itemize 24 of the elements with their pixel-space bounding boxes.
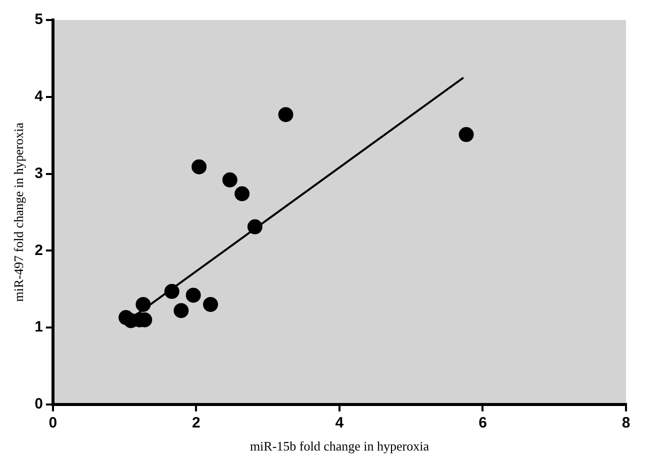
point bbox=[174, 303, 189, 318]
point bbox=[164, 284, 180, 299]
point bbox=[203, 296, 218, 312]
y-axis-title: miR-497 fold change in hyperoxia bbox=[11, 122, 26, 302]
y-tick-label: 1 bbox=[34, 318, 43, 336]
x-tick-label: 2 bbox=[192, 414, 200, 432]
point bbox=[247, 219, 262, 234]
y-tick-label: 5 bbox=[34, 11, 43, 28]
y-tick-label: 0 bbox=[34, 396, 43, 413]
point bbox=[186, 288, 201, 303]
point bbox=[192, 159, 207, 174]
point bbox=[234, 186, 250, 202]
point bbox=[278, 107, 294, 122]
point bbox=[222, 172, 238, 188]
x-tick-label: 4 bbox=[335, 414, 344, 432]
x-tick-label: 8 bbox=[622, 414, 630, 432]
y-tick-label: 2 bbox=[34, 242, 43, 259]
point bbox=[458, 127, 474, 142]
x-axis-title: miR-15b fold change in hyperoxia bbox=[250, 438, 430, 454]
x-tick-label: 0 bbox=[48, 414, 58, 432]
y-tick-label: 4 bbox=[34, 88, 44, 106]
point bbox=[136, 296, 151, 312]
x-tick-label: 6 bbox=[478, 414, 487, 432]
y-tick-label: 3 bbox=[34, 164, 43, 182]
